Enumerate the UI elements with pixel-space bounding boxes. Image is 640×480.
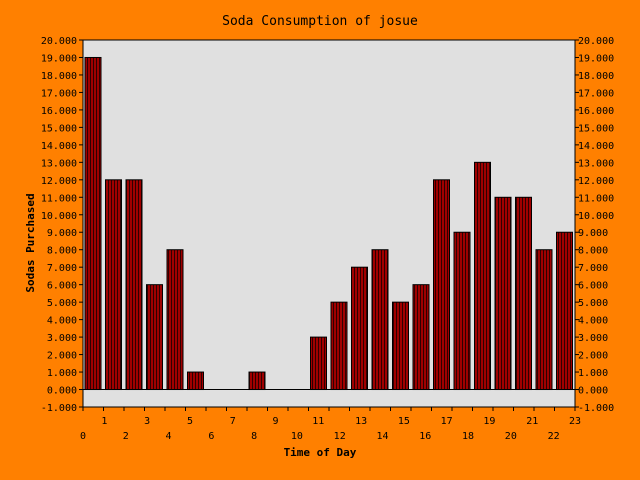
y-tick-label-right: 16.000	[578, 106, 614, 117]
y-tick-label-right: 19.000	[578, 53, 614, 64]
x-tick-label: 11	[312, 416, 324, 427]
y-tick-label-right: 3.000	[578, 333, 608, 344]
y-tick-label-left: 20.000	[41, 36, 77, 47]
y-tick-label-left: 5.000	[47, 298, 77, 309]
x-tick-label: 10	[291, 431, 303, 442]
bar-21	[515, 196, 532, 391]
x-tick-label: 0	[80, 431, 86, 442]
y-tick-label-right: 7.000	[578, 263, 608, 274]
bar-20	[494, 196, 512, 391]
y-tick-label-left: 1.000	[47, 368, 77, 379]
bar-8	[248, 371, 266, 391]
y-tick-label-left: 3.000	[47, 333, 77, 344]
bar-17	[433, 179, 450, 391]
bar-18	[453, 231, 471, 391]
y-tick-label-left: 18.000	[41, 71, 77, 82]
bar-12	[330, 301, 348, 391]
x-tick-label: 23	[569, 416, 581, 427]
y-tick-label-right: 8.000	[578, 246, 608, 257]
y-tick-label-right: 15.000	[578, 123, 614, 134]
y-tick-label-right: 4.000	[578, 316, 608, 327]
bar-16	[412, 284, 430, 391]
x-tick-label: 9	[273, 416, 279, 427]
y-tick-label-right: 6.000	[578, 281, 608, 292]
y-tick-label-left: 7.000	[47, 263, 77, 274]
x-tick-label: 14	[376, 431, 388, 442]
y-tick-label-right: 5.000	[578, 298, 608, 309]
y-tick-label-left: -1.000	[41, 403, 77, 414]
chart-title: Soda Consumption of josue	[222, 14, 418, 29]
bar-13	[351, 266, 368, 391]
x-tick-label: 21	[526, 416, 538, 427]
x-tick-label: 1	[101, 416, 107, 427]
y-tick-label-right: 2.000	[578, 351, 608, 362]
y-tick-label-left: 12.000	[41, 176, 77, 187]
bar-1	[105, 179, 122, 391]
bar-0	[84, 56, 102, 391]
y-tick-label-right: 1.000	[578, 368, 608, 379]
plot-area	[82, 39, 576, 408]
x-tick-label: 4	[166, 431, 172, 442]
y-tick-label-left: 15.000	[41, 123, 77, 134]
bar-5	[187, 371, 204, 391]
y-tick-label-right: 12.000	[578, 176, 614, 187]
bar-4	[166, 249, 184, 391]
x-tick-label: 22	[548, 431, 560, 442]
y-tick-label-right: -1.000	[578, 403, 614, 414]
y-tick-label-left: 19.000	[41, 53, 77, 64]
x-axis-label: Time of Day	[284, 446, 357, 459]
x-tick-label: 15	[398, 416, 410, 427]
y-tick-label-left: 8.000	[47, 246, 77, 257]
x-tick-label: 8	[251, 431, 257, 442]
y-tick-label-right: 0.000	[578, 386, 608, 397]
y-tick-label-right: 11.000	[578, 193, 614, 204]
y-tick-label-right: 10.000	[578, 211, 614, 222]
y-tick-label-right: 9.000	[578, 228, 608, 239]
y-axis-label: Sodas Purchased	[24, 193, 37, 292]
y-tick-label-left: 6.000	[47, 281, 77, 292]
bar-2	[125, 179, 143, 391]
x-tick-label: 19	[483, 416, 495, 427]
bar-15	[392, 301, 409, 391]
bar-22	[535, 249, 553, 391]
y-tick-label-left: 4.000	[47, 316, 77, 327]
x-tick-label: 6	[208, 431, 214, 442]
y-tick-label-left: 17.000	[41, 88, 77, 99]
y-tick-label-left: 13.000	[41, 158, 77, 169]
y-tick-label-left: 16.000	[41, 106, 77, 117]
x-tick-label: 12	[334, 431, 346, 442]
y-tick-label-left: 11.000	[41, 193, 77, 204]
bar-11	[310, 336, 327, 391]
x-tick-label: 13	[355, 416, 367, 427]
y-tick-label-left: 0.000	[47, 386, 77, 397]
x-tick-label: 3	[144, 416, 150, 427]
x-tick-label: 5	[187, 416, 193, 427]
y-tick-label-right: 13.000	[578, 158, 614, 169]
y-tick-label-right: 20.000	[578, 36, 614, 47]
x-tick-label: 17	[441, 416, 453, 427]
x-tick-label: 7	[230, 416, 236, 427]
x-tick-label: 2	[123, 431, 129, 442]
bar-14	[371, 249, 389, 391]
y-tick-label-left: 10.000	[41, 211, 77, 222]
bar-19	[474, 161, 491, 391]
y-tick-label-left: 9.000	[47, 228, 77, 239]
bar-23	[556, 231, 573, 391]
x-tick-label: 16	[419, 431, 431, 442]
x-tick-label: 20	[505, 431, 517, 442]
y-tick-label-right: 18.000	[578, 71, 614, 82]
x-tick-label: 18	[462, 431, 474, 442]
y-tick-label-right: 17.000	[578, 88, 614, 99]
y-tick-label-left: 2.000	[47, 351, 77, 362]
y-tick-label-left: 14.000	[41, 141, 77, 152]
y-tick-label-right: 14.000	[578, 141, 614, 152]
bar-3	[146, 284, 163, 391]
